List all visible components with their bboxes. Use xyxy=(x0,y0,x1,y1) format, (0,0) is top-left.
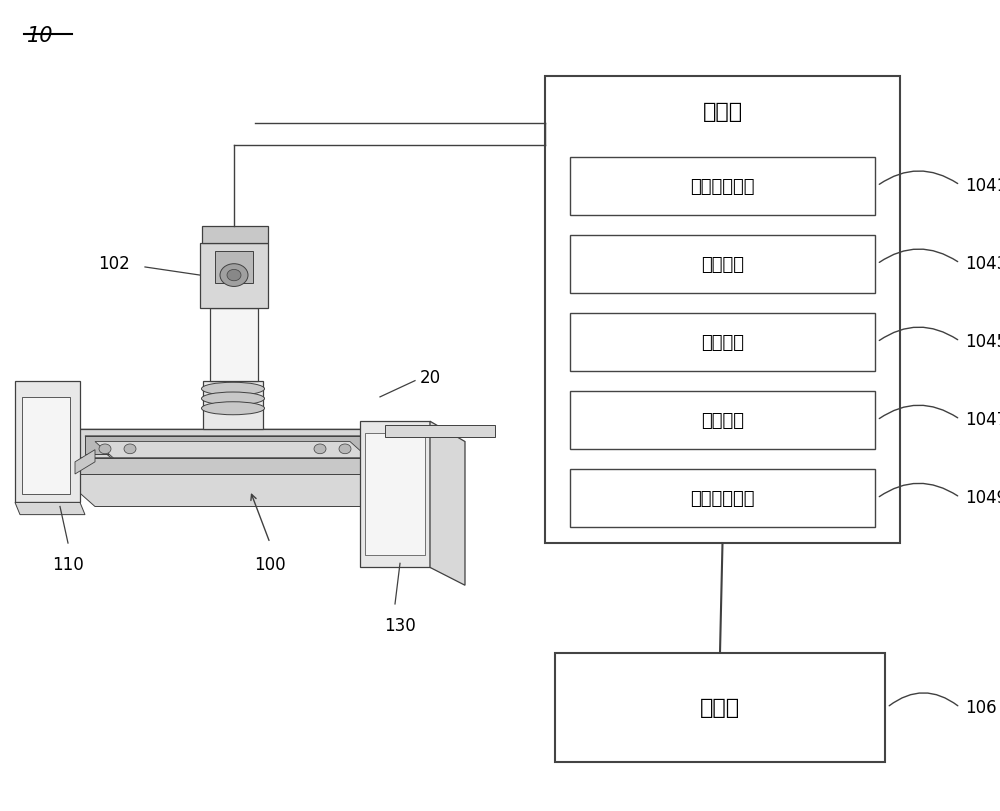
Text: 卷积模块: 卷积模块 xyxy=(701,333,744,352)
Polygon shape xyxy=(365,434,425,556)
Text: 1049: 1049 xyxy=(965,489,1000,507)
Polygon shape xyxy=(40,458,395,474)
Polygon shape xyxy=(430,422,465,586)
Ellipse shape xyxy=(202,393,264,406)
Text: 缺陷提取模块: 缺陷提取模块 xyxy=(690,490,755,508)
Text: 1045: 1045 xyxy=(965,333,1000,351)
Text: 区域提取模块: 区域提取模块 xyxy=(690,178,755,195)
Polygon shape xyxy=(95,442,400,487)
Text: 1043: 1043 xyxy=(965,255,1000,272)
Text: 130: 130 xyxy=(384,616,416,634)
Text: 变换模块: 变换模块 xyxy=(701,255,744,273)
Text: 20: 20 xyxy=(420,368,441,386)
Circle shape xyxy=(124,444,136,454)
Text: 1041: 1041 xyxy=(965,177,1000,195)
FancyBboxPatch shape xyxy=(545,77,900,543)
Polygon shape xyxy=(75,450,95,474)
Text: 100: 100 xyxy=(254,556,286,573)
Polygon shape xyxy=(15,503,85,515)
FancyBboxPatch shape xyxy=(570,157,875,216)
Polygon shape xyxy=(55,430,385,462)
Circle shape xyxy=(220,264,248,287)
Circle shape xyxy=(339,444,351,454)
Circle shape xyxy=(314,444,326,454)
Polygon shape xyxy=(210,308,258,381)
Text: 显示器: 显示器 xyxy=(700,697,740,718)
Polygon shape xyxy=(215,251,253,284)
Polygon shape xyxy=(85,436,360,454)
Polygon shape xyxy=(200,243,268,308)
FancyBboxPatch shape xyxy=(555,653,885,762)
Circle shape xyxy=(227,270,241,281)
FancyBboxPatch shape xyxy=(570,470,875,528)
Polygon shape xyxy=(203,381,263,430)
Polygon shape xyxy=(55,430,440,478)
FancyBboxPatch shape xyxy=(570,313,875,371)
Text: 处理器: 处理器 xyxy=(702,101,743,122)
Text: 102: 102 xyxy=(98,255,130,272)
Polygon shape xyxy=(22,397,70,495)
Polygon shape xyxy=(385,430,440,511)
Text: 106: 106 xyxy=(965,698,997,717)
Text: 1047: 1047 xyxy=(965,411,1000,429)
Ellipse shape xyxy=(202,383,264,396)
Circle shape xyxy=(99,444,111,454)
Text: 110: 110 xyxy=(52,556,84,573)
Polygon shape xyxy=(40,458,450,507)
Text: 成像模块: 成像模块 xyxy=(701,412,744,430)
Polygon shape xyxy=(202,227,268,243)
Text: 10: 10 xyxy=(27,26,54,46)
Polygon shape xyxy=(360,422,430,568)
Polygon shape xyxy=(85,436,415,483)
FancyBboxPatch shape xyxy=(570,392,875,450)
Polygon shape xyxy=(15,381,80,503)
FancyBboxPatch shape xyxy=(570,235,875,294)
Polygon shape xyxy=(385,426,495,438)
Ellipse shape xyxy=(202,402,264,415)
